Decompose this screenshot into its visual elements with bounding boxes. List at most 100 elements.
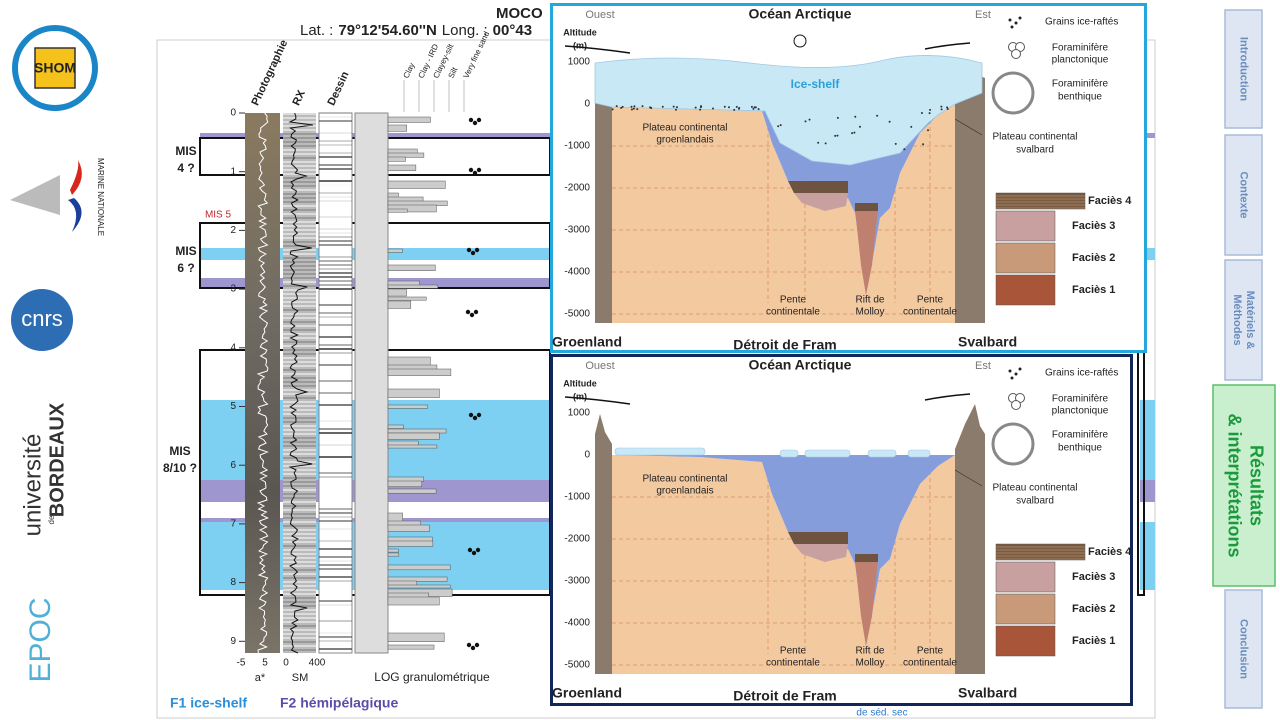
altitude-label: (m) — [573, 391, 587, 401]
wall-left — [595, 414, 612, 674]
rx-stripe — [283, 357, 316, 359]
ird-grain — [910, 125, 913, 128]
log-bar — [387, 356, 431, 367]
nav-tab[interactable] — [1224, 134, 1263, 256]
rx-stripe — [283, 345, 316, 347]
rx-stripe — [283, 513, 316, 515]
mis4: MIS — [175, 144, 196, 158]
logo-shom-box — [34, 47, 76, 89]
rx-stripe — [283, 321, 316, 323]
rx-stripe — [283, 597, 316, 599]
ird-grain — [674, 108, 677, 111]
rx-stripe — [283, 457, 316, 459]
ird-grain — [611, 108, 614, 111]
axis-label: -5 — [237, 658, 246, 669]
log-bar — [387, 368, 452, 376]
rx-stripe — [283, 197, 316, 199]
ird-grain — [632, 107, 635, 110]
ird-grain — [929, 108, 932, 111]
plateau-leader — [954, 469, 983, 487]
ice-patch — [867, 449, 897, 458]
facies-label: Faciès 3 — [1072, 571, 1115, 583]
ird-grain — [694, 106, 697, 109]
zone-label: Pente — [780, 295, 807, 306]
rx-stripe — [283, 125, 316, 127]
rx-stripe — [283, 585, 316, 587]
rx-stripe — [283, 481, 316, 483]
y-tick-label: -3000 — [564, 225, 590, 236]
wall-left — [595, 75, 612, 323]
depth-label: 3 — [230, 284, 236, 295]
rx-stripe — [283, 629, 316, 631]
ird-grain — [851, 132, 854, 135]
rx-stripe — [283, 273, 316, 275]
wall-right — [955, 404, 985, 674]
nav-tab[interactable] — [1224, 259, 1263, 381]
wall-right — [955, 71, 985, 323]
zone-label: Pente — [917, 646, 944, 657]
legend-benth: benthique — [1058, 443, 1102, 454]
rx-stripe — [283, 381, 316, 383]
ird-symbol — [465, 309, 471, 315]
ird-grain — [661, 105, 664, 108]
zone-label: continentale — [903, 658, 957, 669]
ird-symbol — [470, 645, 476, 651]
ird-grain — [922, 143, 925, 146]
header-long: 00°43 — [493, 22, 532, 39]
depth-label: 8 — [230, 577, 236, 588]
facies-box — [995, 561, 1056, 593]
log-bar — [387, 576, 448, 582]
a-star-curve — [256, 112, 270, 654]
ird-grain — [926, 129, 929, 132]
rx-stripe — [283, 373, 316, 375]
nav-label: Conclusion — [1238, 619, 1250, 679]
rx-stripe — [283, 621, 316, 623]
rx-stripe — [283, 553, 316, 555]
log-bar — [387, 564, 451, 571]
rx-stripe — [283, 137, 316, 139]
mis810: 8/10 ? — [163, 461, 197, 475]
ird-symbol — [474, 642, 480, 648]
facies-box — [995, 274, 1056, 306]
rx-stripe — [283, 297, 316, 299]
ird-symbol — [466, 642, 472, 648]
ird-grain — [675, 106, 678, 109]
rx-stripe — [283, 301, 316, 303]
plateau-label: Plateau continental — [992, 483, 1077, 494]
ice-shelf — [594, 55, 983, 166]
ird-symbol — [467, 547, 473, 553]
rx-stripe — [283, 385, 316, 387]
ird-grain — [946, 106, 949, 109]
rx-stripe — [283, 645, 316, 647]
ird-symbol — [469, 312, 475, 318]
drawing-column — [318, 112, 353, 654]
rx-stripe — [283, 337, 316, 339]
depth-label: 2 — [230, 225, 236, 236]
ird-grain — [824, 142, 827, 145]
rx-stripe — [283, 293, 316, 295]
nav-tab[interactable] — [1224, 9, 1263, 129]
photo-column — [245, 113, 280, 653]
legend-benth: Foraminifère — [1052, 79, 1109, 90]
ird-grain — [630, 108, 633, 111]
legend-benth — [991, 71, 1035, 115]
log-bar — [387, 296, 427, 301]
log-bar — [387, 444, 438, 449]
ird-grain — [940, 105, 943, 108]
log-bar — [387, 288, 407, 297]
nav-tab[interactable] — [1224, 589, 1263, 709]
svalbard-label: Svalbard — [958, 685, 1017, 701]
depth-label: 7 — [230, 519, 236, 530]
log-bar — [387, 264, 436, 272]
logo-marine-shape — [10, 175, 60, 215]
facies-box — [995, 192, 1086, 210]
ird-grain — [753, 106, 756, 109]
log-bar — [387, 632, 445, 642]
nav-tab[interactable] — [1212, 384, 1276, 587]
logo-marine-flame-red — [70, 160, 82, 195]
rx-stripe — [283, 129, 316, 131]
altitude-label: (m) — [573, 40, 587, 50]
facies-label: Faciès 3 — [1072, 220, 1115, 232]
ird-grain — [672, 105, 675, 108]
rx-stripe — [283, 421, 316, 423]
